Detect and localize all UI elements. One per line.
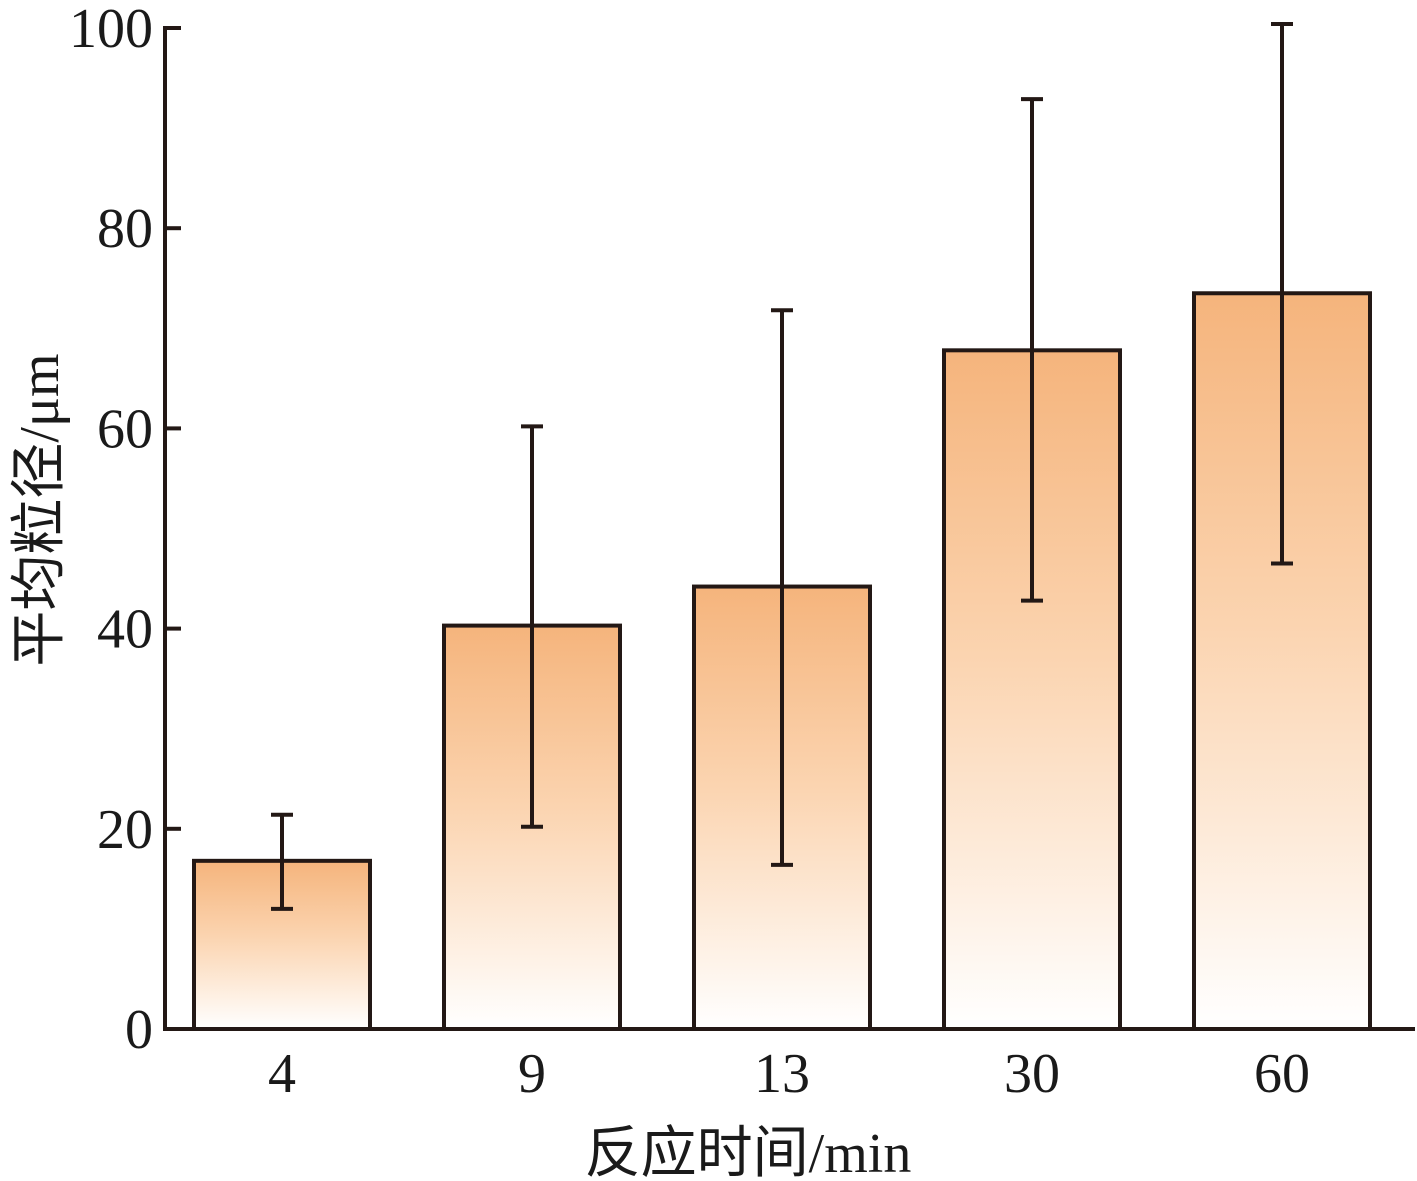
y-tick-label: 0 [125,999,153,1061]
x-tick-label: 13 [754,1043,810,1105]
y-tick-label: 80 [97,198,153,260]
error-bars-layer [271,21,1293,911]
x-tick-label: 60 [1254,1043,1310,1105]
error-bar-30 [1021,97,1043,603]
y-tick-label: 20 [97,799,153,861]
error-bar-60 [1271,21,1293,566]
y-axis-title: 平均粒径/μm [9,353,71,666]
x-tick-label: 4 [268,1043,296,1105]
x-tick-label: 30 [1004,1043,1060,1105]
x-axis-title: 反应时间/min [585,1123,912,1181]
axes-layer [163,26,1415,1031]
y-tick-label: 100 [69,0,153,60]
error-bar-4 [271,812,293,911]
error-bar-9 [521,424,543,829]
labels-layer: 4 9 13 30 60 0 20 40 60 80 100 [69,0,1310,1105]
y-tick-label: 60 [97,398,153,460]
error-bar-13 [771,308,793,867]
x-tick-label: 9 [518,1043,546,1105]
y-tick-label: 40 [97,599,153,661]
